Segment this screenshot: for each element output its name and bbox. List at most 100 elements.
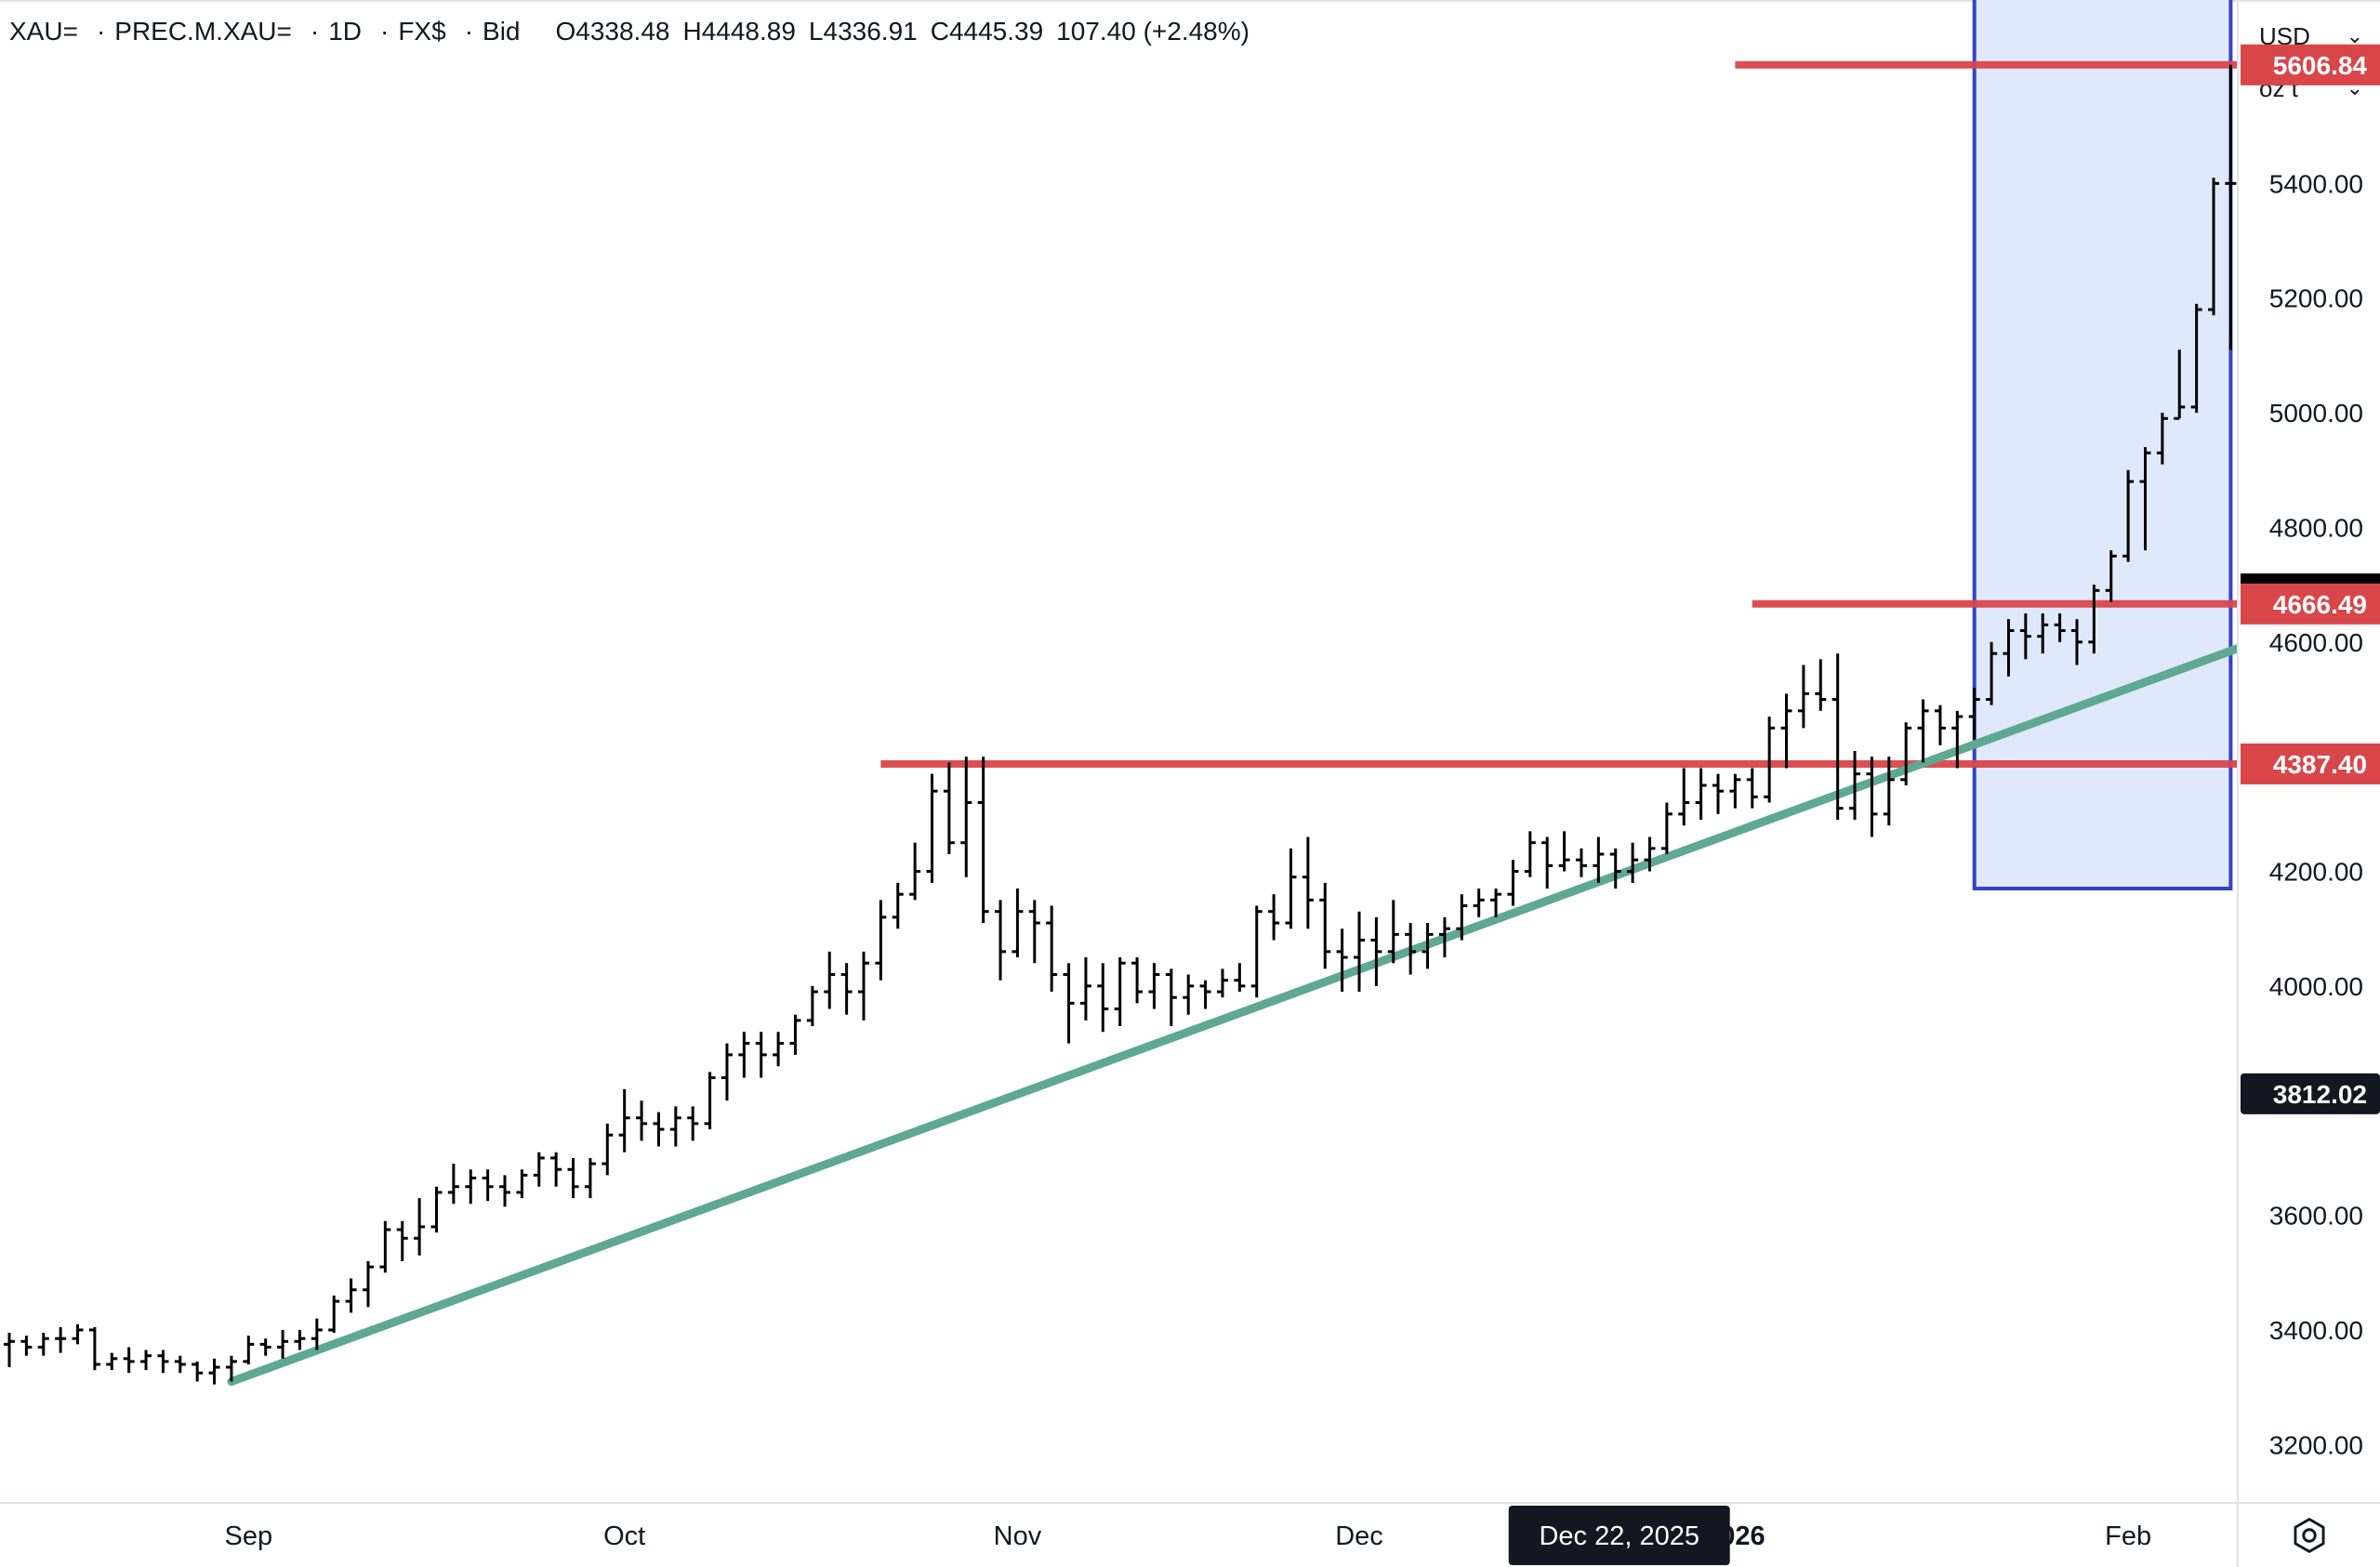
ohlc-bar[interactable]	[1148, 963, 1160, 1009]
ohlc-bar[interactable]	[2088, 585, 2100, 654]
ohlc-bar[interactable]	[1336, 928, 1348, 993]
ohlc-bar[interactable]	[1729, 773, 1741, 809]
ohlc-bar[interactable]	[806, 985, 818, 1027]
ohlc-bar[interactable]	[926, 773, 938, 883]
ohlc-bar[interactable]	[20, 1336, 33, 1356]
ohlc-bar[interactable]	[1644, 836, 1656, 872]
ohlc-bar[interactable]	[824, 951, 836, 1009]
ohlc-bar[interactable]	[960, 757, 972, 877]
ohlc-bar[interactable]	[123, 1347, 135, 1374]
ohlc-bar[interactable]	[943, 762, 955, 855]
ohlc-bar[interactable]	[1524, 831, 1536, 877]
ohlc-bar[interactable]	[379, 1220, 391, 1273]
trend-line[interactable]	[227, 644, 2237, 1386]
ohlc-bar[interactable]	[2174, 349, 2186, 420]
ohlc-bar[interactable]	[362, 1260, 374, 1308]
ohlc-bar[interactable]	[55, 1326, 67, 1353]
ohlc-bar[interactable]	[533, 1152, 545, 1187]
ohlc-bar[interactable]	[704, 1072, 716, 1130]
ohlc-bar[interactable]	[1250, 905, 1263, 998]
ohlc-bar[interactable]	[789, 1014, 801, 1055]
ohlc-bar[interactable]	[2054, 612, 2066, 642]
ohlc-bar[interactable]	[1456, 894, 1468, 941]
ohlc-bar[interactable]	[1370, 916, 1382, 986]
currency-dropdown[interactable]: USD ⌄	[2246, 13, 2374, 59]
ohlc-bar[interactable]	[192, 1361, 204, 1382]
ohlc-bar[interactable]	[687, 1106, 699, 1141]
symbol-name[interactable]: PREC.M.XAU=	[114, 17, 292, 46]
ohlc-bar[interactable]	[243, 1336, 255, 1364]
ohlc-bar[interactable]	[1046, 905, 1058, 993]
ohlc-bar[interactable]	[1815, 659, 1827, 711]
ohlc-bar[interactable]	[584, 1157, 596, 1199]
time-axis[interactable]: Sep Oct Nov Dec 2026 Feb Dec 22, 2025	[0, 1502, 2237, 1567]
ohlc-bar[interactable]	[140, 1350, 152, 1371]
ohlc-bar[interactable]	[1849, 751, 1861, 821]
ohlc-bar[interactable]	[106, 1352, 118, 1371]
ohlc-bar[interactable]	[516, 1169, 528, 1199]
ohlc-bar[interactable]	[2190, 303, 2202, 414]
ohlc-bar[interactable]	[840, 963, 853, 1015]
ohlc-bar[interactable]	[1593, 836, 1605, 883]
ohlc-bar[interactable]	[482, 1169, 494, 1202]
ohlc-bar[interactable]	[37, 1333, 49, 1356]
ohlc-bar[interactable]	[1199, 980, 1211, 1009]
ohlc-bar[interactable]	[1285, 848, 1297, 929]
ohlc-bar[interactable]	[875, 900, 887, 981]
ohlc-bar[interactable]	[1695, 768, 1707, 821]
ohlc-bar[interactable]	[1968, 688, 1980, 740]
ohlc-bar[interactable]	[1558, 831, 1570, 872]
ohlc-bar[interactable]	[1678, 768, 1690, 826]
ohlc-bar[interactable]	[977, 757, 989, 924]
ohlc-bar[interactable]	[2070, 619, 2082, 665]
ohlc-bar[interactable]	[2139, 447, 2151, 551]
ohlc-bar[interactable]	[88, 1326, 100, 1371]
ohlc-bar[interactable]	[1216, 968, 1228, 998]
ohlc-bar[interactable]	[2105, 550, 2117, 602]
ohlc-bar[interactable]	[2037, 612, 2049, 654]
ohlc-bar[interactable]	[1028, 900, 1040, 964]
ohlc-bar[interactable]	[4, 1333, 15, 1368]
ohlc-bar[interactable]	[1079, 957, 1091, 1021]
ohlc-bar[interactable]	[1917, 699, 1929, 763]
gear-icon[interactable]	[2289, 1515, 2330, 1556]
ohlc-bar[interactable]	[773, 1032, 785, 1067]
ohlc-bar[interactable]	[1354, 911, 1366, 993]
ohlc-bar[interactable]	[1387, 900, 1399, 964]
ohlc-bar[interactable]	[311, 1318, 323, 1350]
ohlc-bar[interactable]	[653, 1112, 665, 1147]
ohlc-bar[interactable]	[995, 900, 1007, 981]
ohlc-bar[interactable]	[1934, 704, 1946, 745]
ohlc-bar[interactable]	[602, 1123, 614, 1176]
ohlc-bar[interactable]	[1302, 836, 1314, 929]
ohlc-bar[interactable]	[1012, 889, 1024, 958]
chart-canvas[interactable]	[0, 0, 2237, 1502]
ohlc-bar[interactable]	[2019, 612, 2031, 660]
ohlc-bar[interactable]	[1183, 974, 1195, 1015]
symbol-code[interactable]: XAU=	[9, 17, 78, 46]
ohlc-bar[interactable]	[1421, 923, 1434, 969]
ohlc-bar[interactable]	[738, 1032, 750, 1078]
ohlc-bar[interactable]	[909, 842, 921, 901]
price-axis[interactable]: USD ⌄ oz t ⌄ 3200.00 3400.00 3600.00 3800.0…	[2237, 0, 2380, 1502]
ohlc-bar[interactable]	[1660, 802, 1673, 855]
ohlc-bar[interactable]	[1900, 722, 1912, 786]
ohlc-bar[interactable]	[174, 1355, 186, 1374]
ohlc-bar[interactable]	[396, 1220, 408, 1261]
ohlc-bar[interactable]	[2003, 619, 2015, 677]
ohlc-bar[interactable]	[2208, 178, 2220, 316]
ohlc-bar[interactable]	[1541, 836, 1554, 889]
ohlc-bar[interactable]	[1438, 916, 1450, 958]
ohlc-bar[interactable]	[294, 1329, 306, 1350]
ohlc-bar[interactable]	[618, 1088, 630, 1152]
ohlc-bar[interactable]	[1712, 773, 1724, 814]
unit-dropdown[interactable]: oz t ⌄	[2246, 65, 2374, 112]
ohlc-bar[interactable]	[1319, 882, 1331, 969]
ohlc-bar[interactable]	[208, 1358, 220, 1385]
ohlc-bar[interactable]	[225, 1355, 237, 1382]
ohlc-bar[interactable]	[550, 1152, 562, 1187]
chart-pane[interactable]: XAU= · PREC.M.XAU= · 1D · FX$ · Bid O433…	[0, 0, 2237, 1502]
ohlc-bar[interactable]	[1234, 963, 1246, 993]
highlight-box[interactable]	[1972, 0, 2233, 891]
ohlc-bar[interactable]	[1609, 848, 1621, 889]
